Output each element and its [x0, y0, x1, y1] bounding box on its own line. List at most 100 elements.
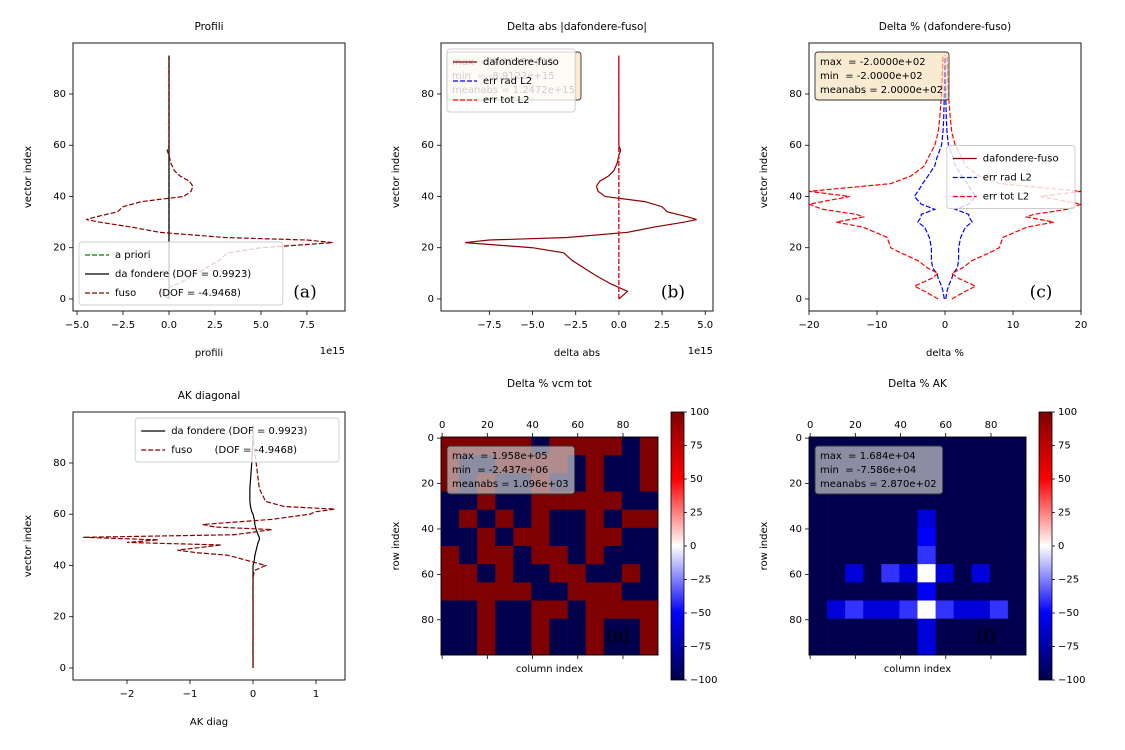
colorbar-tick-label: 50	[1058, 474, 1071, 485]
heatmap-cell	[531, 636, 550, 656]
heatmap-cell	[441, 618, 460, 638]
heatmap-cell	[585, 564, 605, 583]
heatmap-cell	[495, 564, 514, 583]
heatmap-cell	[827, 546, 846, 565]
heatmap-cell	[549, 564, 568, 583]
legend-label: a priori	[115, 250, 151, 261]
colorbar-tick-label: 100	[690, 407, 709, 418]
colorbar-tick-label: −75	[1058, 642, 1079, 653]
heatmap-cell	[459, 600, 478, 619]
series-line	[465, 55, 697, 300]
heatmap-cell	[863, 564, 882, 583]
heatmap-cell	[477, 564, 496, 583]
series-line	[944, 55, 977, 300]
heatmap-cell	[971, 473, 991, 492]
heatmap-cell	[639, 455, 659, 474]
heatmap-cell	[585, 437, 605, 456]
colorbar-tick-label: 25	[690, 508, 703, 519]
heatmap-cell	[953, 455, 973, 474]
y-tick-label: 0	[796, 433, 802, 444]
x-tick-label: 7.5	[299, 320, 315, 331]
panel-label: (c)	[1030, 283, 1053, 303]
heatmap-cell	[827, 618, 846, 638]
heatmap-cell	[809, 527, 828, 547]
heatmap-cell	[899, 509, 918, 529]
heatmap-cell	[621, 564, 641, 583]
heatmap-cell	[531, 527, 550, 547]
heatmap-cell	[917, 582, 936, 601]
heatmap-cell	[989, 473, 1009, 492]
heatmap-cell	[1007, 437, 1027, 456]
legend-box	[78, 241, 284, 306]
heatmap-cell	[845, 491, 864, 510]
heatmap-cell	[513, 582, 532, 601]
heatmap-cell	[971, 636, 991, 656]
legend-label: err tot L2	[483, 95, 529, 106]
heatmap-cell	[809, 618, 828, 638]
heatmap-cell	[495, 600, 514, 619]
heatmap-cell	[899, 600, 918, 619]
heatmap-cell	[1007, 636, 1027, 656]
axes-frame	[808, 436, 1027, 656]
heatmap-cell	[603, 636, 623, 656]
x-tick-label: 0.0	[611, 320, 627, 331]
y-axis-label: vector index	[23, 515, 34, 577]
colorbar-tick-label: 100	[1058, 407, 1077, 418]
heatmap-cell	[899, 527, 918, 547]
panel-title: Delta % vcm tot	[507, 378, 592, 390]
heatmap-cell	[845, 527, 864, 547]
heatmap-cell	[917, 636, 936, 656]
heatmap-cell	[495, 546, 514, 565]
y-axis-label: vector index	[391, 146, 402, 208]
heatmap-cell	[531, 600, 550, 619]
heatmap-cell	[863, 582, 882, 601]
annotation-text: min = -2.0000e+02	[820, 71, 923, 82]
panel-title: Delta % AK	[888, 378, 948, 390]
heatmap-cell	[639, 546, 659, 565]
heatmap-cell	[953, 600, 973, 619]
heatmap-cell	[935, 546, 954, 565]
axes-frame	[72, 42, 346, 312]
heatmap-cell	[603, 473, 623, 492]
heatmap-cell	[441, 527, 460, 547]
heatmap-cell	[585, 600, 605, 619]
panel-label: (f)	[976, 627, 996, 647]
legend-label: dafondere-fuso	[483, 57, 559, 68]
heatmap-cell	[845, 564, 864, 583]
heatmap-cell	[935, 491, 954, 510]
heatmap-cell	[881, 546, 900, 565]
heatmap-cell	[567, 546, 586, 565]
x-offset-label: 1e15	[320, 346, 345, 357]
heatmap-cell	[639, 491, 659, 510]
y-tick-label: 60	[53, 140, 66, 151]
heatmap-cell	[567, 618, 586, 638]
series-line	[82, 424, 336, 668]
y-tick-label: 80	[421, 89, 434, 100]
annotation-text: min = -7.586e+04	[820, 465, 916, 476]
y-tick-label: 80	[421, 615, 434, 626]
heatmap-cell	[989, 600, 1009, 619]
panel-title: AK diagonal	[178, 390, 241, 402]
x-tick-label: 0	[942, 320, 948, 331]
heatmap-cell	[585, 527, 605, 547]
heatmap-cell	[531, 564, 550, 583]
heatmap-cell	[971, 582, 991, 601]
y-tick-label: 80	[789, 89, 802, 100]
y-tick-label: 80	[789, 615, 802, 626]
y-tick-label: 40	[53, 191, 66, 202]
heatmap-cell	[1007, 491, 1027, 510]
heatmap-cell	[881, 636, 900, 656]
heatmap-cell	[971, 546, 991, 565]
heatmap-cell	[917, 527, 936, 547]
x-tick-label: 20	[481, 420, 494, 431]
heatmap-cell	[953, 491, 973, 510]
annotation-text: max = 1.958e+05	[452, 451, 548, 462]
heatmap-cell	[639, 618, 659, 638]
legend-box	[946, 145, 1076, 209]
heatmap-cell	[881, 618, 900, 638]
heatmap-cell	[621, 509, 641, 529]
heatmap-cell	[845, 582, 864, 601]
colorbar	[670, 411, 685, 681]
heatmap-cell	[639, 473, 659, 492]
